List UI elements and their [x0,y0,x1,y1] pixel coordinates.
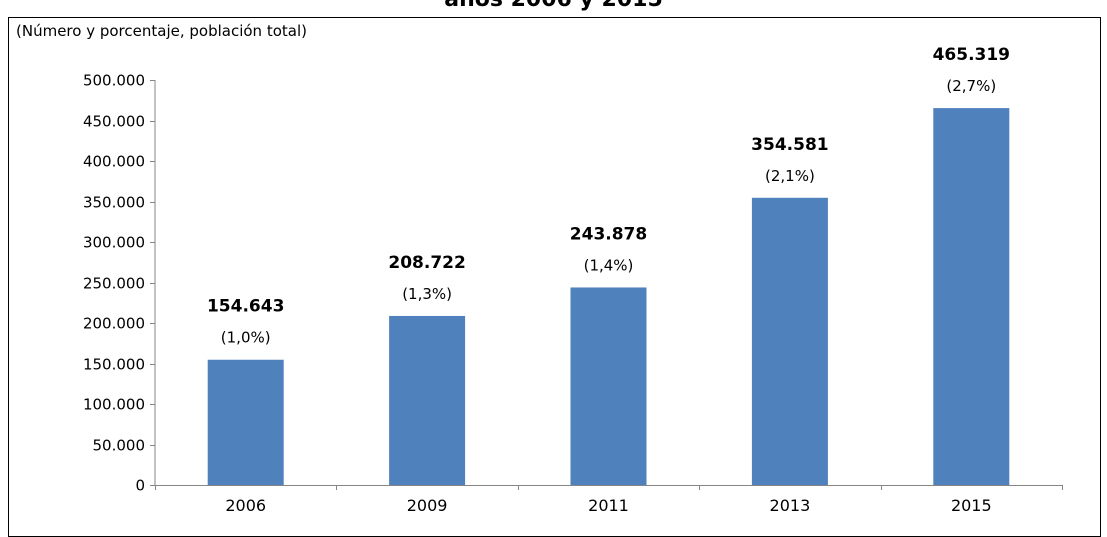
y-tick-label: 150.000 [83,356,145,374]
y-tick-label: 50.000 [93,437,146,455]
bar-2015 [933,108,1010,485]
y-tick-label: 250.000 [83,275,145,293]
data-label-value: 465.319 [933,45,1010,65]
data-label-percent: (2,1%) [765,167,815,185]
chart-title-fragment: años 2006 y 2015 [0,0,1107,12]
data-label-percent: (1,0%) [221,329,271,347]
y-tick-label: 450.000 [83,113,145,131]
y-tick-label: 300.000 [83,234,145,252]
bar-2011 [570,287,647,485]
bar-chart: 0 50.000 100.000 150.000 200.000 250.000 300.0… [83,45,1063,515]
y-tick-label: 350.000 [83,194,145,212]
data-label-percent: (1,3%) [402,285,452,303]
x-axis: 2006 2009 2011 2013 2015 [155,485,1063,515]
data-label-value: 354.581 [751,135,828,155]
bar-2009 [389,315,466,485]
x-tick-label: 2013 [770,496,811,515]
y-tick-label: 0 [135,477,145,495]
data-label-percent: (2,7%) [946,77,996,95]
chart-subtitle: (Número y porcentaje, población total) [16,22,307,40]
y-tick-label: 500.000 [83,72,145,90]
y-tick-label: 400.000 [83,153,145,171]
data-label-value: 243.878 [570,224,647,244]
y-axis: 0 50.000 100.000 150.000 200.000 250.000 300.0… [83,72,156,495]
y-tick-label: 200.000 [83,315,145,333]
bar-2013 [751,197,828,486]
x-tick-label: 2009 [407,496,448,515]
bars-group [207,108,1010,486]
data-labels-group: 154.643 (1,0%) 208.722 (1,3%) 243.878 (1,4%) 3… [207,45,1010,347]
data-label-value: 154.643 [207,297,284,317]
y-tick-label: 100.000 [83,396,145,414]
x-tick-label: 2015 [951,496,992,515]
bar-2006 [207,359,284,485]
data-label-value: 208.722 [388,253,465,273]
x-tick-label: 2011 [588,496,629,515]
x-tick-label: 2006 [225,496,266,515]
data-label-percent: (1,4%) [584,256,634,274]
